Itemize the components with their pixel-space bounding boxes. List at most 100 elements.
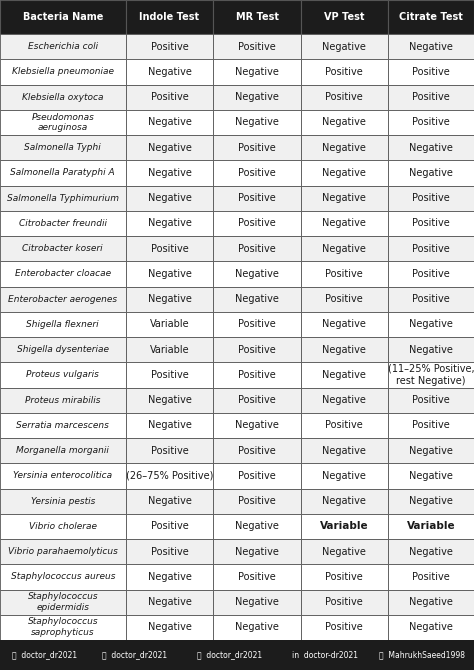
Text: Escherichia coli: Escherichia coli [28, 42, 98, 51]
Text: Negative: Negative [322, 168, 366, 178]
Bar [388, 34, 474, 59]
Text: VP Test: VP Test [324, 12, 365, 22]
Bar [213, 463, 301, 488]
Bar [301, 312, 388, 337]
Text: Proteus mirabilis: Proteus mirabilis [25, 395, 100, 405]
Text: Negative: Negative [409, 547, 453, 557]
Bar [126, 110, 213, 135]
Bar [301, 135, 388, 160]
Bar [126, 488, 213, 514]
Bar [213, 387, 301, 413]
Bar [0, 34, 126, 59]
Bar [301, 0, 388, 34]
Text: Negative: Negative [147, 496, 191, 506]
Text: Positive: Positive [238, 370, 276, 380]
Text: 🐦  doctor_dr2021: 🐦 doctor_dr2021 [102, 651, 167, 659]
Text: Positive: Positive [412, 117, 450, 127]
Text: Klebsiella pneumoniae: Klebsiella pneumoniae [12, 68, 114, 76]
Bar [388, 186, 474, 211]
Text: Negative: Negative [322, 143, 366, 153]
Text: Negative: Negative [147, 622, 191, 632]
Text: Staphylococcus aureus: Staphylococcus aureus [10, 572, 115, 582]
Text: Positive: Positive [326, 572, 363, 582]
Bar [388, 413, 474, 438]
Bar [301, 236, 388, 261]
Bar [213, 539, 301, 564]
Bar [0, 463, 126, 488]
Bar [388, 590, 474, 615]
Text: Citrobacter freundii: Citrobacter freundii [19, 219, 107, 228]
Bar [126, 211, 213, 236]
Text: Positive: Positive [238, 446, 276, 456]
Text: Serratia marcescens: Serratia marcescens [17, 421, 109, 430]
Text: Positive: Positive [412, 572, 450, 582]
Bar [213, 34, 301, 59]
Text: Positive: Positive [151, 370, 188, 380]
Text: in  doctor-dr2021: in doctor-dr2021 [292, 651, 357, 659]
Bar [126, 236, 213, 261]
Bar [213, 135, 301, 160]
Text: Negative: Negative [322, 370, 366, 380]
Text: Enterobacter cloacae: Enterobacter cloacae [15, 269, 111, 278]
Text: Citrate Test: Citrate Test [399, 12, 463, 22]
Text: Negative: Negative [409, 496, 453, 506]
Bar [0, 160, 126, 186]
Text: Positive: Positive [238, 218, 276, 228]
Text: Negative: Negative [409, 597, 453, 607]
Text: Negative: Negative [147, 395, 191, 405]
Bar [126, 539, 213, 564]
Text: Negative: Negative [409, 471, 453, 481]
Text: Negative: Negative [235, 117, 279, 127]
Bar [301, 160, 388, 186]
Text: Negative: Negative [409, 320, 453, 330]
Bar [126, 590, 213, 615]
Bar [0, 261, 126, 287]
Text: Negative: Negative [322, 547, 366, 557]
Bar [126, 387, 213, 413]
Bar [388, 488, 474, 514]
Bar [213, 236, 301, 261]
Text: Indole Test: Indole Test [139, 12, 200, 22]
Bar [388, 110, 474, 135]
Text: Negative: Negative [235, 622, 279, 632]
Bar [388, 539, 474, 564]
Text: Positive: Positive [151, 42, 188, 52]
Bar [0, 287, 126, 312]
Text: Ⓕ  MahrukhSaeed1998: Ⓕ MahrukhSaeed1998 [379, 651, 465, 659]
Text: Negative: Negative [322, 42, 366, 52]
Bar [0, 110, 126, 135]
Bar [213, 0, 301, 34]
Text: MR Test: MR Test [236, 12, 279, 22]
Text: Negative: Negative [322, 496, 366, 506]
Bar [301, 387, 388, 413]
Text: Positive: Positive [238, 143, 276, 153]
Text: Positive: Positive [238, 572, 276, 582]
Bar [0, 387, 126, 413]
Bar [126, 413, 213, 438]
Bar [126, 34, 213, 59]
Bar [301, 110, 388, 135]
Bar [0, 337, 126, 362]
Bar [388, 312, 474, 337]
Bar [301, 615, 388, 640]
Text: Positive: Positive [151, 244, 188, 254]
Text: (11–25% Positive,
rest Negative): (11–25% Positive, rest Negative) [388, 364, 474, 386]
Bar [126, 564, 213, 590]
Text: Negative: Negative [322, 244, 366, 254]
Bar [388, 160, 474, 186]
Bar [213, 615, 301, 640]
Bar [0, 615, 126, 640]
Text: Positive: Positive [326, 420, 363, 430]
Bar [0, 590, 126, 615]
Text: Positive: Positive [326, 597, 363, 607]
Text: Positive: Positive [238, 42, 276, 52]
Bar [213, 287, 301, 312]
Bar [213, 413, 301, 438]
Text: Positive: Positive [238, 471, 276, 481]
Text: Salmonella Paratyphi A: Salmonella Paratyphi A [10, 168, 115, 178]
Text: Negative: Negative [147, 294, 191, 304]
Text: Shigella dysenteriae: Shigella dysenteriae [17, 345, 109, 354]
Bar [301, 413, 388, 438]
Bar [126, 160, 213, 186]
Text: Positive: Positive [412, 294, 450, 304]
